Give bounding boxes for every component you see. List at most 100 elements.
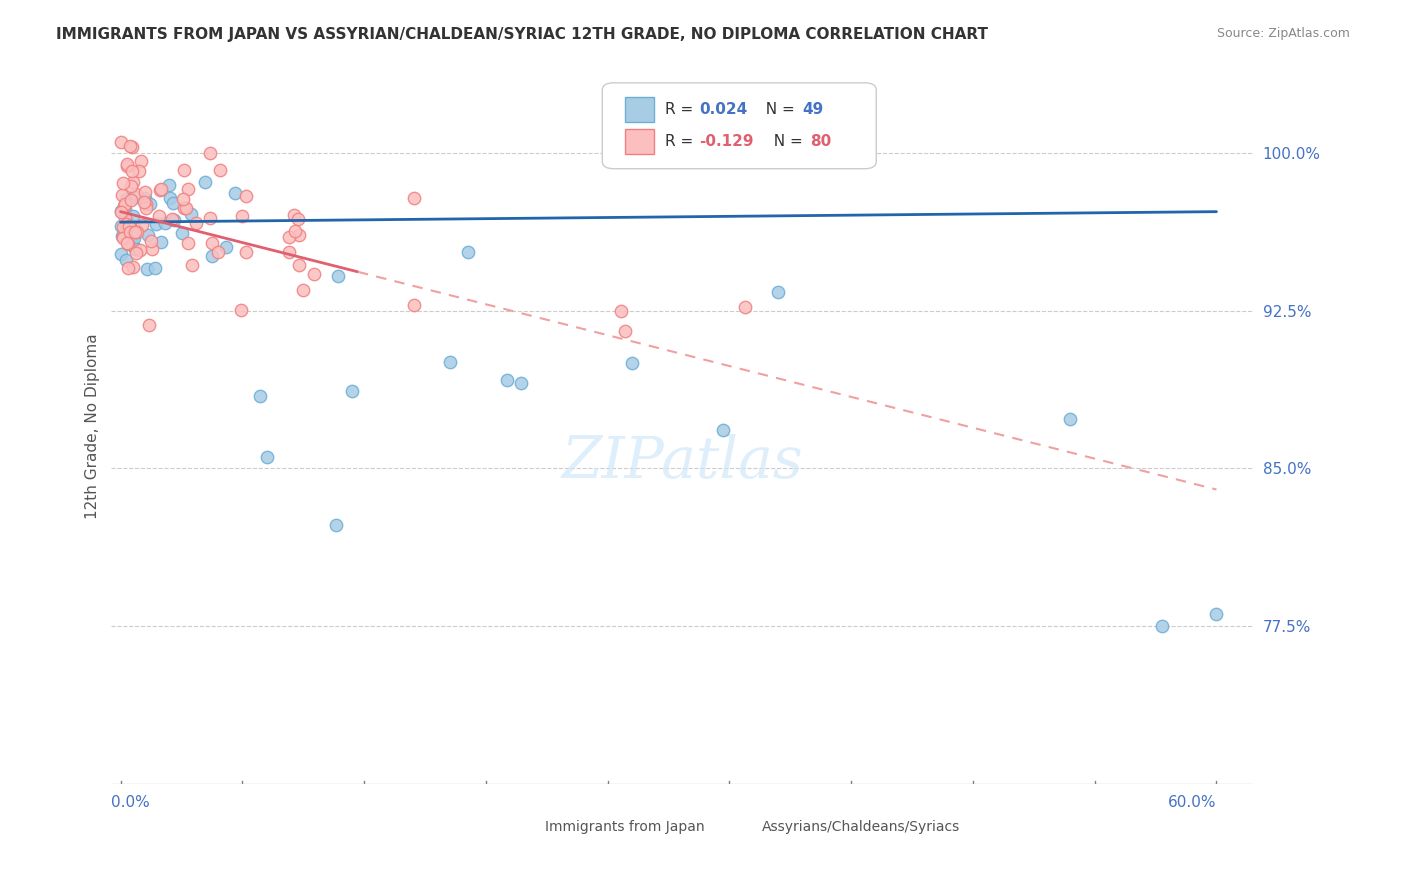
- Immigrants from Japan: [143, 261, 166, 276]
- Assyrians/Chaldeans/Syriacs: [115, 159, 138, 173]
- Assyrians/Chaldeans/Syriacs: [207, 245, 229, 260]
- Assyrians/Chaldeans/Syriacs: [283, 208, 305, 222]
- Immigrants from Japan: [157, 178, 180, 192]
- Assyrians/Chaldeans/Syriacs: [291, 283, 314, 297]
- Text: 0.024: 0.024: [699, 102, 748, 117]
- Immigrants from Japan: [150, 235, 173, 249]
- Immigrants from Japan: [496, 373, 519, 387]
- Immigrants from Japan: [180, 207, 202, 221]
- Assyrians/Chaldeans/Syriacs: [127, 225, 149, 239]
- Immigrants from Japan: [136, 261, 159, 276]
- Assyrians/Chaldeans/Syriacs: [110, 135, 132, 149]
- Immigrants from Japan: [139, 197, 162, 211]
- Assyrians/Chaldeans/Syriacs: [184, 216, 207, 230]
- Assyrians/Chaldeans/Syriacs: [120, 139, 142, 153]
- Text: Assyrians/Chaldeans/Syriacs: Assyrians/Chaldeans/Syriacs: [762, 820, 960, 834]
- Immigrants from Japan: [711, 423, 734, 437]
- Immigrants from Japan: [110, 247, 132, 261]
- Assyrians/Chaldeans/Syriacs: [118, 219, 141, 234]
- Immigrants from Japan: [122, 238, 145, 252]
- Text: R =: R =: [665, 102, 699, 117]
- Immigrants from Japan: [159, 191, 181, 205]
- Assyrians/Chaldeans/Syriacs: [200, 146, 222, 161]
- Assyrians/Chaldeans/Syriacs: [122, 219, 145, 234]
- Immigrants from Japan: [1059, 412, 1081, 426]
- Assyrians/Chaldeans/Syriacs: [129, 243, 152, 257]
- Assyrians/Chaldeans/Syriacs: [287, 212, 309, 227]
- Assyrians/Chaldeans/Syriacs: [120, 178, 142, 193]
- Assyrians/Chaldeans/Syriacs: [122, 260, 145, 275]
- Assyrians/Chaldeans/Syriacs: [138, 318, 160, 332]
- Y-axis label: 12th Grade, No Diploma: 12th Grade, No Diploma: [86, 334, 100, 519]
- Assyrians/Chaldeans/Syriacs: [402, 191, 425, 205]
- Text: 60.0%: 60.0%: [1168, 795, 1216, 810]
- Immigrants from Japan: [115, 192, 138, 206]
- Immigrants from Japan: [114, 202, 136, 217]
- Immigrants from Japan: [115, 215, 138, 229]
- Assyrians/Chaldeans/Syriacs: [114, 196, 136, 211]
- Text: 49: 49: [801, 102, 824, 117]
- Assyrians/Chaldeans/Syriacs: [124, 225, 146, 239]
- Assyrians/Chaldeans/Syriacs: [177, 182, 200, 196]
- Text: R =: R =: [665, 134, 699, 149]
- Assyrians/Chaldeans/Syriacs: [302, 267, 325, 281]
- Assyrians/Chaldeans/Syriacs: [120, 193, 142, 207]
- Assyrians/Chaldeans/Syriacs: [115, 157, 138, 171]
- Assyrians/Chaldeans/Syriacs: [115, 219, 138, 233]
- Immigrants from Japan: [1205, 607, 1227, 622]
- Bar: [704, 816, 730, 838]
- Immigrants from Japan: [201, 249, 224, 263]
- Assyrians/Chaldeans/Syriacs: [114, 211, 136, 226]
- Assyrians/Chaldeans/Syriacs: [609, 304, 631, 318]
- Assyrians/Chaldeans/Syriacs: [121, 140, 143, 154]
- Assyrians/Chaldeans/Syriacs: [117, 237, 139, 252]
- Assyrians/Chaldeans/Syriacs: [229, 303, 252, 318]
- Assyrians/Chaldeans/Syriacs: [114, 218, 136, 232]
- Immigrants from Japan: [121, 209, 143, 223]
- Immigrants from Japan: [1150, 619, 1173, 633]
- Assyrians/Chaldeans/Syriacs: [134, 185, 156, 199]
- Immigrants from Japan: [145, 217, 167, 231]
- Assyrians/Chaldeans/Syriacs: [173, 202, 195, 216]
- Assyrians/Chaldeans/Syriacs: [613, 324, 636, 338]
- Assyrians/Chaldeans/Syriacs: [172, 192, 194, 206]
- Assyrians/Chaldeans/Syriacs: [200, 211, 222, 226]
- Text: -0.129: -0.129: [699, 134, 754, 149]
- Immigrants from Japan: [138, 227, 160, 242]
- Assyrians/Chaldeans/Syriacs: [173, 163, 195, 178]
- Immigrants from Japan: [124, 242, 146, 256]
- Immigrants from Japan: [115, 253, 138, 268]
- Assyrians/Chaldeans/Syriacs: [122, 175, 145, 189]
- Immigrants from Japan: [111, 228, 134, 243]
- Immigrants from Japan: [124, 190, 146, 204]
- Text: ZIPatlas: ZIPatlas: [561, 434, 803, 491]
- Assyrians/Chaldeans/Syriacs: [148, 209, 170, 223]
- Immigrants from Japan: [326, 269, 349, 284]
- Assyrians/Chaldeans/Syriacs: [117, 260, 139, 275]
- Assyrians/Chaldeans/Syriacs: [231, 209, 253, 223]
- Text: 0.0%: 0.0%: [111, 795, 150, 810]
- Assyrians/Chaldeans/Syriacs: [176, 202, 198, 216]
- Text: Immigrants from Japan: Immigrants from Japan: [546, 820, 704, 834]
- Assyrians/Chaldeans/Syriacs: [150, 182, 173, 196]
- Immigrants from Japan: [509, 376, 531, 390]
- Immigrants from Japan: [153, 216, 176, 230]
- Assyrians/Chaldeans/Syriacs: [121, 164, 143, 178]
- Immigrants from Japan: [162, 195, 184, 210]
- Assyrians/Chaldeans/Syriacs: [135, 201, 157, 215]
- Assyrians/Chaldeans/Syriacs: [129, 154, 152, 169]
- Immigrants from Japan: [110, 219, 132, 234]
- Assyrians/Chaldeans/Syriacs: [209, 163, 232, 178]
- Assyrians/Chaldeans/Syriacs: [131, 218, 153, 232]
- Assyrians/Chaldeans/Syriacs: [125, 187, 148, 202]
- Assyrians/Chaldeans/Syriacs: [121, 221, 143, 235]
- Immigrants from Japan: [132, 193, 155, 207]
- Assyrians/Chaldeans/Syriacs: [124, 245, 146, 260]
- Immigrants from Japan: [620, 356, 643, 370]
- Immigrants from Japan: [110, 204, 132, 219]
- Assyrians/Chaldeans/Syriacs: [287, 258, 309, 272]
- Immigrants from Japan: [172, 226, 194, 240]
- Assyrians/Chaldeans/Syriacs: [277, 244, 299, 259]
- Immigrants from Japan: [122, 230, 145, 244]
- Assyrians/Chaldeans/Syriacs: [120, 225, 142, 239]
